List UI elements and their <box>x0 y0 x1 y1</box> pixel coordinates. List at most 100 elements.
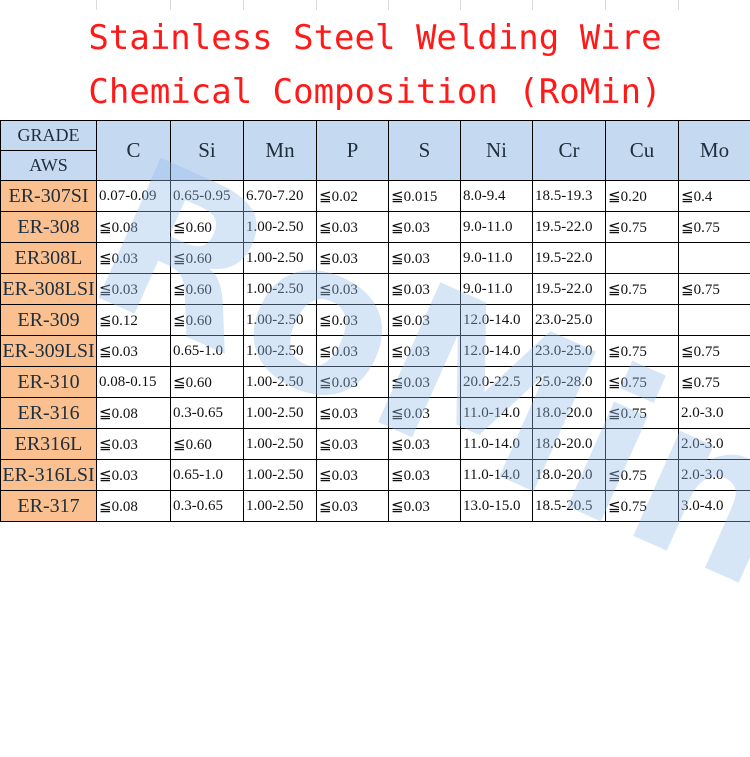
value-cell: ≦0.03 <box>317 491 389 522</box>
value-cell: ≦0.03 <box>317 305 389 336</box>
value-cell <box>606 243 679 274</box>
value-cell: 1.00-2.50 <box>244 398 317 429</box>
value-cell: 9.0-11.0 <box>461 274 533 305</box>
value-cell: 18.5-19.3 <box>533 181 606 212</box>
value-cell: 11.0-14.0 <box>461 398 533 429</box>
composition-table: GRADE C Si Mn P S Ni Cr Cu Mo AWS ER-307… <box>0 120 750 522</box>
title-line-2: Chemical Composition (RoMin) <box>0 72 750 112</box>
value-cell: 25.0-28.0 <box>533 367 606 398</box>
value-cell: ≦0.03 <box>317 429 389 460</box>
value-cell: ≦0.75 <box>606 336 679 367</box>
value-cell: ≦0.015 <box>389 181 461 212</box>
header-c: C <box>97 121 171 181</box>
value-cell: 18.5-20.5 <box>533 491 606 522</box>
value-cell: 19.5-22.0 <box>533 212 606 243</box>
value-cell: ≦0.03 <box>97 429 171 460</box>
value-cell: 0.65-0.95 <box>171 181 244 212</box>
grade-cell: ER316L <box>1 429 97 460</box>
value-cell: ≦0.75 <box>606 398 679 429</box>
value-cell: ≦0.75 <box>606 212 679 243</box>
aws-header: AWS <box>1 151 97 181</box>
header-p: P <box>317 121 389 181</box>
value-cell: 18.0-20.0 <box>533 429 606 460</box>
value-cell: ≦0.75 <box>679 274 750 305</box>
value-cell: 1.00-2.50 <box>244 336 317 367</box>
value-cell: ≦0.60 <box>171 429 244 460</box>
value-cell: 1.00-2.50 <box>244 460 317 491</box>
value-cell: ≦0.20 <box>606 181 679 212</box>
value-cell: 1.00-2.50 <box>244 212 317 243</box>
header-s: S <box>389 121 461 181</box>
value-cell: ≦0.75 <box>606 460 679 491</box>
value-cell <box>606 429 679 460</box>
header-si: Si <box>171 121 244 181</box>
value-cell: ≦0.75 <box>679 212 750 243</box>
value-cell: 18.0-20.0 <box>533 460 606 491</box>
value-cell: ≦0.03 <box>97 460 171 491</box>
value-cell: ≦0.03 <box>389 243 461 274</box>
header-mo: Mo <box>679 121 750 181</box>
header-mn: Mn <box>244 121 317 181</box>
value-cell: 11.0-14.0 <box>461 429 533 460</box>
value-cell: 23.0-25.0 <box>533 336 606 367</box>
value-cell: ≦0.03 <box>317 274 389 305</box>
value-cell: ≦0.08 <box>97 491 171 522</box>
spreadsheet-gridlines <box>0 0 750 14</box>
grade-cell: ER-317 <box>1 491 97 522</box>
value-cell: ≦0.75 <box>679 367 750 398</box>
grade-cell: ER-316 <box>1 398 97 429</box>
value-cell: 20.0-22.5 <box>461 367 533 398</box>
value-cell: ≦0.03 <box>317 336 389 367</box>
value-cell: ≦0.03 <box>317 398 389 429</box>
value-cell: 9.0-11.0 <box>461 212 533 243</box>
value-cell: ≦0.60 <box>171 305 244 336</box>
value-cell: ≦0.60 <box>171 274 244 305</box>
value-cell: 18.0-20.0 <box>533 398 606 429</box>
value-cell: ≦0.03 <box>389 336 461 367</box>
value-cell: ≦0.03 <box>389 398 461 429</box>
value-cell: ≦0.60 <box>171 212 244 243</box>
value-cell: 1.00-2.50 <box>244 274 317 305</box>
value-cell: 12.0-14.0 <box>461 336 533 367</box>
title-line-1: Stainless Steel Welding Wire <box>0 18 750 58</box>
value-cell: 2.0-3.0 <box>679 460 750 491</box>
value-cell: 1.00-2.50 <box>244 367 317 398</box>
value-cell: ≦0.03 <box>317 243 389 274</box>
value-cell: 12.0-14.0 <box>461 305 533 336</box>
grade-cell: ER-307SI <box>1 181 97 212</box>
value-cell: ≦0.03 <box>389 429 461 460</box>
grade-cell: ER308L <box>1 243 97 274</box>
value-cell: ≦0.75 <box>606 367 679 398</box>
value-cell: ≦0.03 <box>317 212 389 243</box>
grade-cell: ER-308 <box>1 212 97 243</box>
value-cell: 6.70-7.20 <box>244 181 317 212</box>
value-cell: ≦0.75 <box>606 491 679 522</box>
value-cell: 0.07-0.09 <box>97 181 171 212</box>
value-cell: ≦0.08 <box>97 212 171 243</box>
value-cell: 1.00-2.50 <box>244 429 317 460</box>
value-cell <box>679 305 750 336</box>
value-cell: 1.00-2.50 <box>244 491 317 522</box>
value-cell: ≦0.03 <box>97 243 171 274</box>
header-cr: Cr <box>533 121 606 181</box>
value-cell: 3.0-4.0 <box>679 491 750 522</box>
value-cell: 2.0-3.0 <box>679 398 750 429</box>
value-cell: 2.0-3.0 <box>679 429 750 460</box>
value-cell: ≦0.03 <box>389 274 461 305</box>
value-cell: ≦0.12 <box>97 305 171 336</box>
grade-cell: ER-316LSI <box>1 460 97 491</box>
value-cell <box>606 305 679 336</box>
value-cell: 8.0-9.4 <box>461 181 533 212</box>
value-cell: ≦0.03 <box>317 460 389 491</box>
grade-cell: ER-310 <box>1 367 97 398</box>
